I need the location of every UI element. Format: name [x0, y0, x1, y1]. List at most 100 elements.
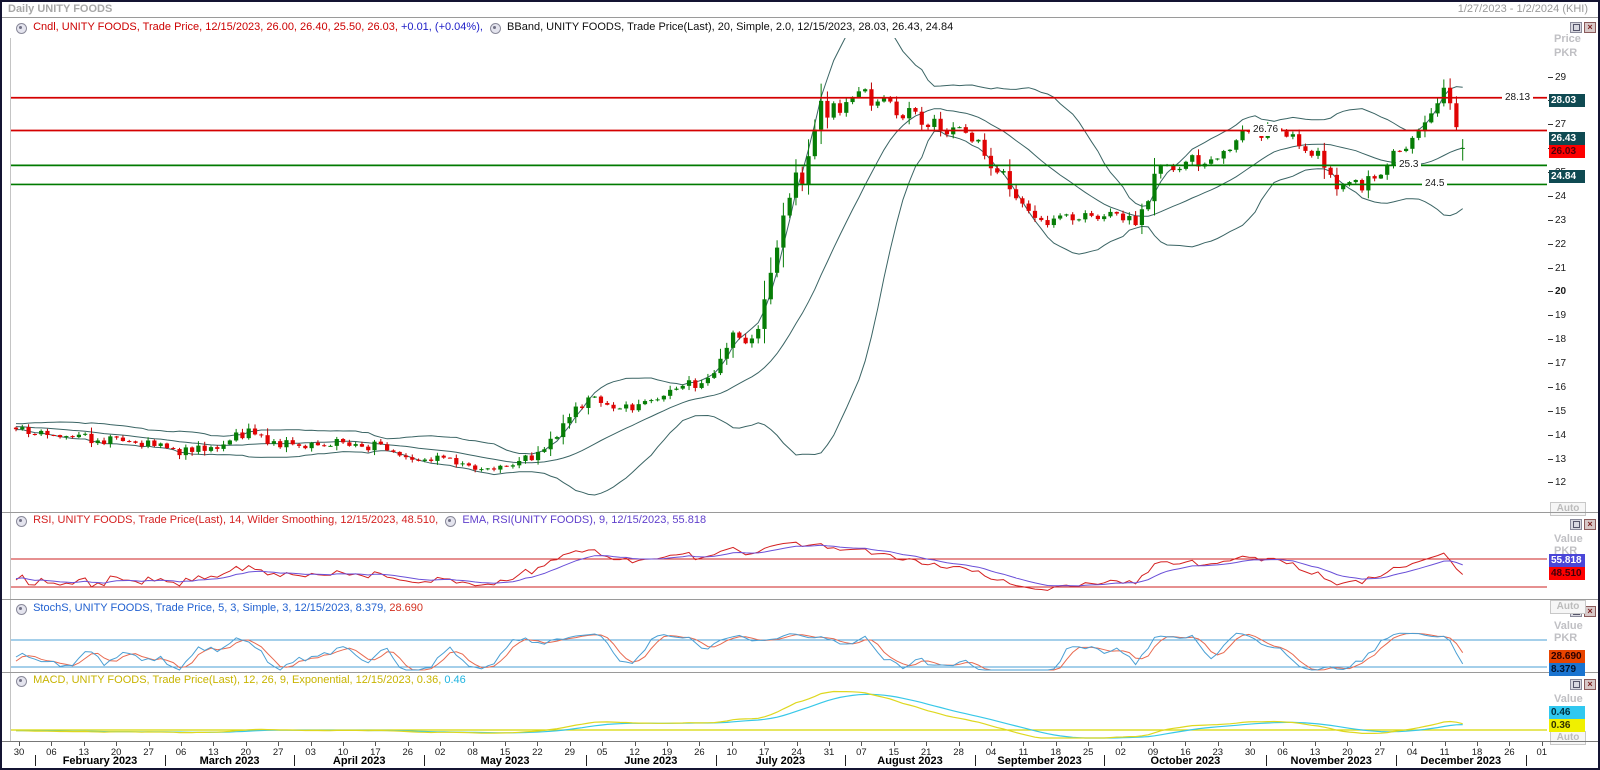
- panel-divider[interactable]: [2, 672, 1598, 673]
- day-tick-label[interactable]: 08: [467, 747, 478, 758]
- day-tick-label[interactable]: 05: [596, 747, 608, 758]
- day-tick-label[interactable]: 15: [499, 747, 511, 758]
- price-axis-tick[interactable]: 14: [1548, 430, 1566, 441]
- day-tick-label[interactable]: 10: [337, 747, 349, 758]
- price-axis-tick[interactable]: 18: [1548, 334, 1566, 345]
- price-axis-tick[interactable]: 27: [1548, 119, 1566, 130]
- day-tick-label[interactable]: 27: [272, 747, 284, 758]
- day-tick-label[interactable]: 20: [240, 747, 252, 758]
- indicator-step-icon[interactable]: [16, 515, 27, 527]
- indicator-step-icon[interactable]: [16, 22, 27, 34]
- price-axis-tick[interactable]: 13: [1548, 454, 1566, 465]
- legend-bband[interactable]: BBand, UNITY FOODS, Trade Price(Last), 2…: [507, 21, 954, 34]
- day-tick-label[interactable]: 26: [694, 747, 705, 758]
- day-tick-label[interactable]: 01: [1536, 747, 1548, 758]
- price-axis-tick[interactable]: 23: [1548, 215, 1566, 226]
- month-label[interactable]: October 2023: [1150, 755, 1221, 767]
- price-axis-tick[interactable]: 22: [1548, 239, 1566, 250]
- day-tick-label[interactable]: 19: [661, 747, 673, 758]
- day-tick-label[interactable]: 12: [629, 747, 640, 758]
- price-axis-tick[interactable]: 16: [1548, 382, 1566, 393]
- day-tick-label[interactable]: 15: [888, 747, 900, 758]
- day-tick-label[interactable]: 02: [1115, 747, 1126, 758]
- panel-divider[interactable]: [2, 512, 1598, 513]
- macd-auto-scale-button[interactable]: Auto: [1550, 731, 1586, 745]
- day-tick-label[interactable]: 06: [1277, 747, 1288, 758]
- day-tick-label[interactable]: 03: [305, 747, 316, 758]
- restore-icon[interactable]: [1570, 519, 1582, 530]
- day-tick-label[interactable]: 30: [1244, 747, 1256, 758]
- day-tick-label[interactable]: 26: [1504, 747, 1515, 758]
- month-label[interactable]: March 2023: [199, 755, 260, 767]
- legend-rsi-ema[interactable]: EMA, RSI(UNITY FOODS), 9, 12/15/2023, 55…: [462, 514, 707, 527]
- day-tick-label[interactable]: 02: [434, 747, 446, 758]
- day-tick-label[interactable]: 10: [726, 747, 738, 758]
- month-label[interactable]: November 2023: [1290, 755, 1372, 767]
- day-tick-label[interactable]: 13: [78, 747, 90, 758]
- day-tick-label[interactable]: 17: [370, 747, 381, 758]
- day-tick-label[interactable]: 23: [1212, 747, 1224, 758]
- day-tick-label[interactable]: 13: [1309, 747, 1321, 758]
- price-axis-tick[interactable]: 29: [1548, 72, 1566, 83]
- indicator-step-icon[interactable]: [16, 603, 27, 615]
- indicator-step-icon[interactable]: [16, 675, 27, 687]
- legend-candle[interactable]: Cndl, UNITY FOODS, Trade Price, 12/15/20…: [33, 21, 398, 34]
- main-price-chart[interactable]: [10, 38, 1550, 510]
- price-axis-tick[interactable]: 15: [1548, 406, 1566, 417]
- panel-divider[interactable]: [2, 599, 1598, 600]
- day-tick-label[interactable]: 29: [564, 747, 576, 758]
- day-tick-label[interactable]: 26: [402, 747, 414, 758]
- month-label[interactable]: February 2023: [62, 755, 138, 767]
- day-tick-label[interactable]: 11: [1439, 747, 1450, 758]
- price-axis-tick[interactable]: 20: [1548, 286, 1566, 297]
- day-tick-label[interactable]: 17: [758, 747, 770, 758]
- month-label[interactable]: September 2023: [997, 755, 1082, 767]
- rsi-auto-scale-button[interactable]: Auto: [1550, 600, 1586, 614]
- legend-stoch[interactable]: StochS, UNITY FOODS, Trade Price, 5, 3, …: [33, 602, 387, 615]
- close-icon[interactable]: ×: [1584, 22, 1596, 33]
- stochastic-chart[interactable]: [10, 614, 1550, 671]
- day-tick-label[interactable]: 07: [856, 747, 867, 758]
- macd-chart[interactable]: [10, 686, 1550, 740]
- day-tick-label[interactable]: 18: [1471, 747, 1483, 758]
- day-tick-label[interactable]: 20: [1342, 747, 1353, 758]
- price-axis-tick[interactable]: 19: [1548, 310, 1566, 321]
- restore-icon[interactable]: [1570, 22, 1582, 33]
- rsi-chart[interactable]: [10, 528, 1550, 598]
- day-tick-label[interactable]: 22: [532, 747, 543, 758]
- restore-icon[interactable]: [1570, 679, 1582, 690]
- legend-rsi[interactable]: RSI, UNITY FOODS, Trade Price(Last), 14,…: [33, 514, 439, 527]
- month-label[interactable]: May 2023: [480, 755, 530, 767]
- month-label[interactable]: August 2023: [877, 755, 943, 767]
- month-label[interactable]: December 2023: [1420, 755, 1502, 767]
- day-tick-label[interactable]: 27: [1374, 747, 1386, 758]
- day-tick-label[interactable]: 24: [791, 747, 802, 758]
- day-tick-label[interactable]: 21: [920, 747, 932, 758]
- day-tick-label[interactable]: 04: [985, 747, 997, 758]
- day-tick-label[interactable]: 04: [1406, 747, 1418, 758]
- price-axis-tick[interactable]: 21: [1548, 263, 1566, 274]
- price-axis-tick[interactable]: 17: [1548, 358, 1566, 369]
- day-tick-label[interactable]: 06: [46, 747, 57, 758]
- day-tick-label[interactable]: 30: [13, 747, 25, 758]
- day-tick-label[interactable]: 09: [1147, 747, 1159, 758]
- day-tick-label[interactable]: 06: [175, 747, 187, 758]
- month-label[interactable]: July 2023: [755, 755, 806, 767]
- legend-macd[interactable]: MACD, UNITY FOODS, Trade Price(Last), 12…: [33, 674, 442, 687]
- day-tick-label[interactable]: 20: [110, 747, 122, 758]
- day-tick-label[interactable]: 13: [208, 747, 219, 758]
- day-tick-label[interactable]: 18: [1050, 747, 1062, 758]
- day-tick-label[interactable]: 28: [953, 747, 964, 758]
- close-icon[interactable]: ×: [1584, 519, 1596, 530]
- close-icon[interactable]: ×: [1584, 679, 1596, 690]
- day-tick-label[interactable]: 11: [1018, 747, 1029, 758]
- month-label[interactable]: April 2023: [332, 755, 386, 767]
- day-tick-label[interactable]: 16: [1180, 747, 1191, 758]
- day-tick-label[interactable]: 25: [1082, 747, 1094, 758]
- day-tick-label[interactable]: 27: [143, 747, 154, 758]
- price-axis-tick[interactable]: 12: [1548, 477, 1566, 488]
- day-tick-label[interactable]: 31: [823, 747, 835, 758]
- indicator-step-icon[interactable]: [445, 515, 457, 527]
- indicator-step-icon[interactable]: [489, 22, 501, 34]
- month-label[interactable]: June 2023: [624, 755, 678, 767]
